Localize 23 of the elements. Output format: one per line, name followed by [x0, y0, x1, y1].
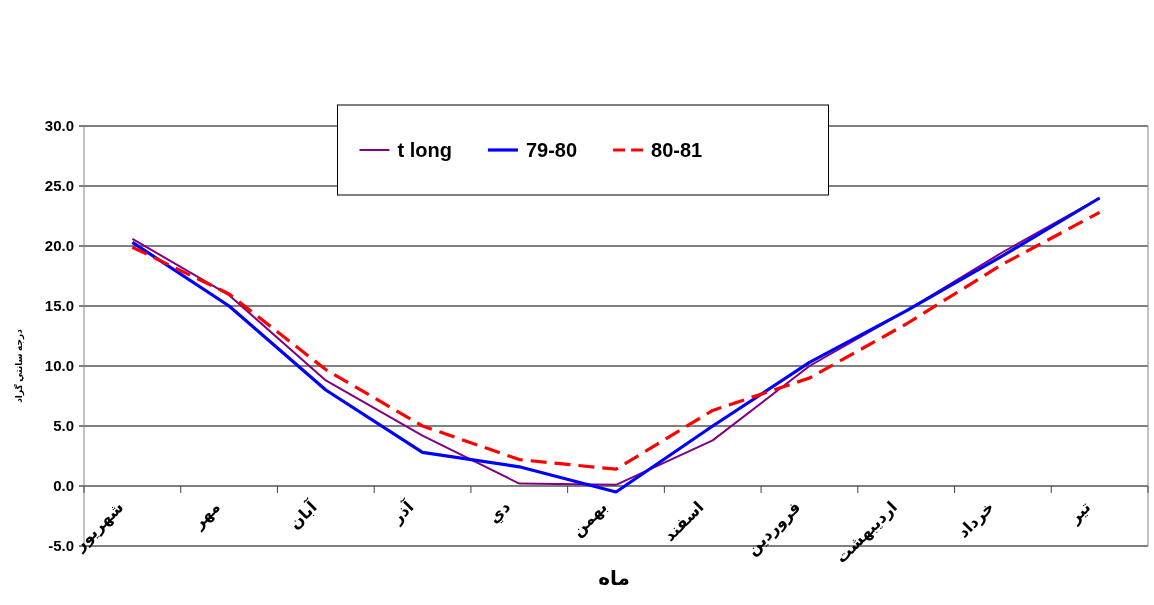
- x-tick-label: فروردين: [743, 498, 805, 560]
- y-tick-label: 0.0: [53, 477, 74, 494]
- x-tick-label: آذر: [386, 496, 418, 528]
- legend-label: 79-80: [525, 139, 578, 161]
- x-tick-label: بهمن: [568, 498, 611, 541]
- y-tick-label: 15.0: [44, 297, 74, 314]
- x-tick-label: تير: [1065, 498, 1095, 528]
- x-tick-label: مهر: [188, 498, 224, 534]
- x-tick-label: آبان: [284, 496, 322, 533]
- y-tick-label: 30.0: [44, 117, 74, 134]
- legend-label: 80-81: [651, 139, 703, 161]
- x-tick-label: ارديبهشت: [832, 498, 902, 567]
- x-tick-label: دي: [485, 498, 515, 528]
- x-axis-title: ماه: [598, 567, 630, 589]
- x-tick-label: خرداد: [954, 498, 998, 542]
- y-axis-title: درجه سانتي گراد: [13, 328, 25, 403]
- x-tick-label: اسفند: [660, 498, 707, 545]
- y-tick-label: -5.0: [48, 537, 74, 554]
- y-tick-label: 20.0: [44, 237, 74, 254]
- y-tick-label: 25.0: [44, 177, 74, 194]
- y-tick-label: 5.0: [53, 417, 74, 434]
- y-tick-label: 10.0: [44, 357, 74, 374]
- legend-label: t long: [397, 139, 452, 161]
